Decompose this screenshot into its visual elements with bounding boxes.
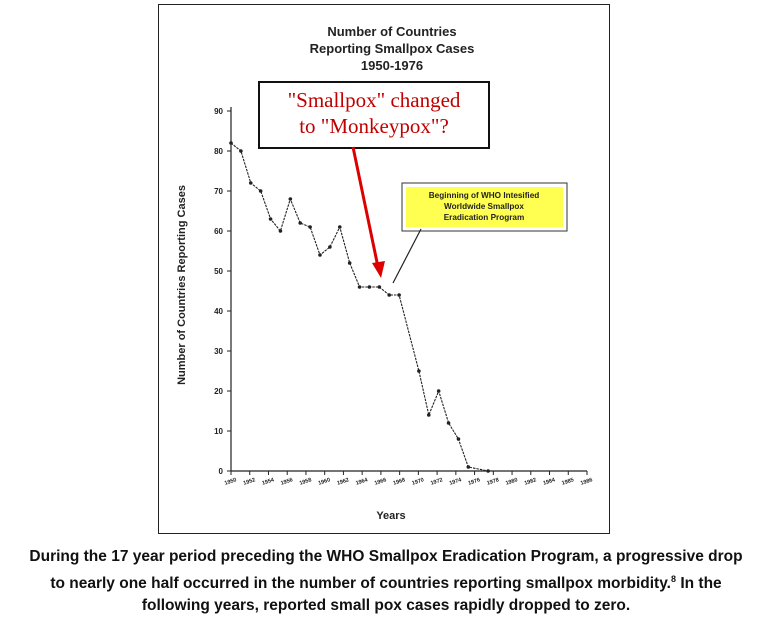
data-point-1960	[328, 245, 332, 249]
chart-title-line-3: 1950-1976	[361, 58, 423, 73]
y-tick-label-40: 40	[214, 307, 223, 316]
caption-footnote: 8	[671, 574, 677, 584]
data-point-1969	[417, 369, 421, 373]
x-tick-label-1966: 1966	[374, 477, 388, 486]
data-point-1971	[436, 389, 441, 393]
x-tick-label-1962: 1962	[336, 477, 350, 486]
y-tick-label-0: 0	[219, 467, 224, 476]
smallpox-line-chart: Number of Countries Reporting Smallpox Ca…	[176, 24, 594, 522]
data-point-1973	[456, 437, 461, 441]
caption-line-2-text: to nearly one half occurred in the numbe…	[50, 575, 671, 593]
data-point-1958	[308, 225, 312, 229]
data-point-1974	[466, 465, 471, 469]
x-tick-label-1985: 1985	[561, 477, 575, 486]
x-tick-label-1974: 1974	[449, 477, 463, 487]
x-tick-label-1960: 1960	[318, 477, 332, 486]
x-tick-label-1954: 1954	[261, 477, 275, 487]
who-annotation-line-3: Eradication Program	[444, 213, 525, 222]
data-point-1959	[318, 253, 322, 257]
chart-title-line-2: Reporting Smallpox Cases	[310, 41, 475, 56]
data-point-1957	[298, 221, 303, 225]
who-annotation-line-2: Worldwide Smallpox	[444, 202, 524, 211]
x-tick-label-1956: 1956	[280, 477, 294, 486]
y-axis-label: Number of Countries Reporting Cases	[176, 185, 188, 385]
red-arrow-shaft	[351, 146, 380, 268]
monkeypox-annotation-line-1: "Smallpox" changed	[288, 88, 461, 112]
data-point-1961	[337, 225, 342, 229]
data-point-1953	[258, 189, 263, 193]
x-tick-label-1984: 1984	[542, 477, 556, 487]
data-point-1955	[278, 229, 283, 233]
figure-caption: During the 17 year period preceding the …	[10, 546, 762, 617]
data-point-1952	[248, 181, 253, 185]
data-point-1951	[239, 149, 243, 153]
x-tick-label-1968: 1968	[393, 477, 407, 486]
data-point-1962	[347, 261, 352, 265]
x-axis-label: Years	[376, 510, 405, 522]
x-tick-label-1986: 1986	[580, 477, 594, 486]
data-point-1970	[426, 413, 431, 417]
y-tick-label-60: 60	[214, 227, 223, 236]
data-point-1965	[377, 285, 382, 289]
figure-frame: Number of Countries Reporting Smallpox Ca…	[158, 4, 610, 534]
x-tick-label-1952: 1952	[243, 477, 257, 486]
data-point-1963	[357, 285, 362, 289]
x-tick-label-1950: 1950	[224, 477, 238, 486]
series-line	[230, 142, 587, 472]
y-tick-label-50: 50	[214, 267, 223, 276]
y-tick-label-90: 90	[214, 107, 223, 116]
who-annotation-line-1: Beginning of WHO Intesified	[429, 191, 540, 200]
data-point-1967	[397, 293, 401, 297]
x-tick-label-1958: 1958	[299, 477, 313, 486]
y-tick-label-10: 10	[214, 427, 223, 436]
who-annotation-highlight	[406, 187, 563, 227]
data-point-1956	[288, 197, 293, 201]
x-tick-label-1980: 1980	[505, 477, 519, 486]
y-tick-label-20: 20	[214, 387, 223, 396]
who-pointer-line	[392, 228, 422, 284]
data-point-1972	[446, 421, 451, 425]
x-tick-label-1970: 1970	[411, 477, 425, 486]
y-tick-label-70: 70	[214, 187, 223, 196]
data-point-1966	[387, 293, 392, 297]
monkeypox-annotation-line-2: to "Monkeypox"?	[299, 114, 449, 138]
x-tick-label-1976: 1976	[468, 477, 482, 486]
chart-title-line-1: Number of Countries	[327, 24, 456, 39]
data-point-1976	[486, 469, 490, 473]
y-tick-label-80: 80	[214, 147, 223, 156]
data-point-1964	[367, 285, 372, 289]
caption-line-2: to nearly one half occurred in the numbe…	[10, 568, 762, 595]
caption-line-1: During the 17 year period preceding the …	[29, 548, 743, 565]
x-tick-label-1982: 1982	[524, 477, 538, 486]
data-point-1954	[268, 217, 273, 221]
caption-line-3: following years, reported small pox case…	[141, 597, 631, 615]
x-tick-label-1964: 1964	[355, 477, 369, 487]
data-point-1950	[229, 141, 233, 145]
x-tick-label-1972: 1972	[430, 477, 444, 486]
x-tick-label-1978: 1978	[486, 477, 500, 486]
red-arrow-head	[372, 261, 385, 278]
y-tick-label-30: 30	[214, 347, 223, 356]
monkeypox-annotation-box	[258, 81, 490, 149]
caption-line-2-end: In the	[676, 575, 722, 593]
